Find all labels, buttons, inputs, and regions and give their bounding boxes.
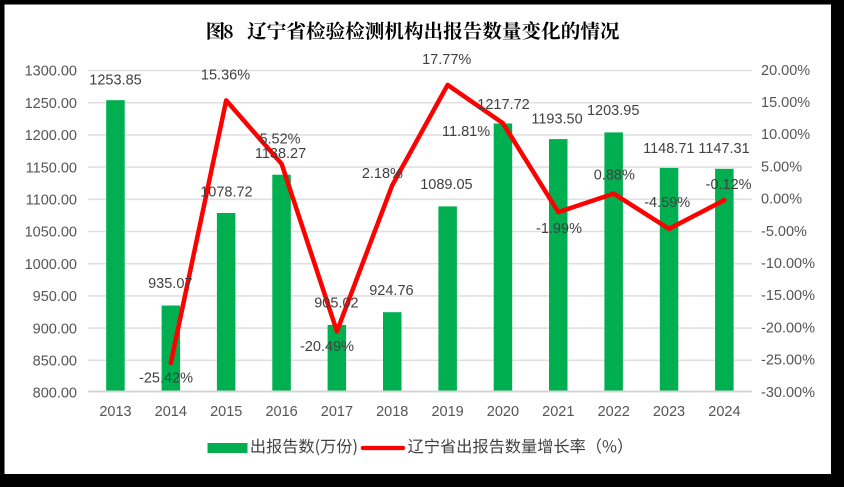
svg-text:935.07: 935.07	[148, 276, 192, 292]
svg-text:1217.72: 1217.72	[477, 97, 529, 113]
svg-text:1148.71: 1148.71	[643, 141, 694, 157]
svg-text:900.00: 900.00	[33, 321, 77, 337]
svg-text:0.88%: 0.88%	[594, 168, 635, 184]
svg-text:1300.00: 1300.00	[25, 64, 77, 80]
svg-text:-25.00%: -25.00%	[761, 353, 815, 369]
svg-text:-20.49%: -20.49%	[300, 339, 354, 355]
svg-text:10.00%: 10.00%	[761, 127, 810, 143]
svg-text:17.77%: 17.77%	[422, 52, 471, 68]
svg-text:5.00%: 5.00%	[761, 159, 802, 175]
svg-text:2023: 2023	[653, 404, 685, 420]
svg-text:2013: 2013	[99, 404, 131, 420]
svg-text:2020: 2020	[487, 404, 519, 420]
svg-text:-0.12%: -0.12%	[706, 177, 752, 193]
svg-text:950.00: 950.00	[33, 289, 77, 305]
svg-text:1050.00: 1050.00	[25, 225, 77, 241]
svg-text:15.00%: 15.00%	[761, 95, 810, 111]
svg-text:1150.00: 1150.00	[26, 160, 77, 176]
svg-text:2018: 2018	[376, 404, 408, 420]
svg-text:-10.00%: -10.00%	[761, 256, 815, 272]
svg-text:1078.72: 1078.72	[200, 185, 252, 201]
svg-text:850.00: 850.00	[33, 354, 77, 370]
svg-text:2017: 2017	[321, 404, 353, 420]
svg-text:2.18%: 2.18%	[362, 166, 403, 182]
svg-text:1100.00: 1100.00	[26, 193, 77, 209]
svg-text:11.81%: 11.81%	[442, 124, 490, 140]
svg-text:-15.00%: -15.00%	[761, 288, 815, 304]
svg-text:924.76: 924.76	[369, 283, 413, 299]
svg-text:2022: 2022	[598, 404, 630, 420]
svg-text:2019: 2019	[431, 404, 463, 420]
svg-text:-25.42%: -25.42%	[139, 371, 193, 387]
svg-text:-20.00%: -20.00%	[761, 320, 815, 336]
svg-text:1250.00: 1250.00	[25, 96, 77, 112]
svg-text:-1.99%: -1.99%	[536, 221, 582, 237]
svg-text:15.36%: 15.36%	[201, 68, 250, 84]
svg-text:2024: 2024	[708, 404, 740, 420]
svg-text:-4.59%: -4.59%	[644, 195, 690, 211]
svg-text:20.00%: 20.00%	[761, 63, 810, 79]
svg-text:5.52%: 5.52%	[259, 132, 300, 148]
svg-text:2021: 2021	[542, 404, 574, 420]
svg-text:1193.50: 1193.50	[531, 111, 582, 127]
svg-text:1200.00: 1200.00	[25, 128, 77, 144]
svg-text:-30.00%: -30.00%	[761, 385, 815, 401]
svg-text:1203.95: 1203.95	[587, 103, 639, 119]
svg-text:905.02: 905.02	[314, 295, 358, 311]
svg-text:2015: 2015	[210, 404, 242, 420]
svg-text:1000.00: 1000.00	[25, 257, 77, 273]
svg-text:1089.05: 1089.05	[420, 177, 472, 193]
svg-text:-5.00%: -5.00%	[761, 224, 807, 240]
svg-text:0.00%: 0.00%	[761, 192, 802, 208]
svg-text:1147.31: 1147.31	[698, 141, 749, 157]
svg-text:1138.27: 1138.27	[255, 146, 306, 162]
svg-text:2016: 2016	[265, 404, 297, 420]
svg-text:800.00: 800.00	[33, 386, 77, 402]
svg-text:2014: 2014	[155, 404, 187, 420]
svg-text:1253.85: 1253.85	[89, 73, 141, 89]
